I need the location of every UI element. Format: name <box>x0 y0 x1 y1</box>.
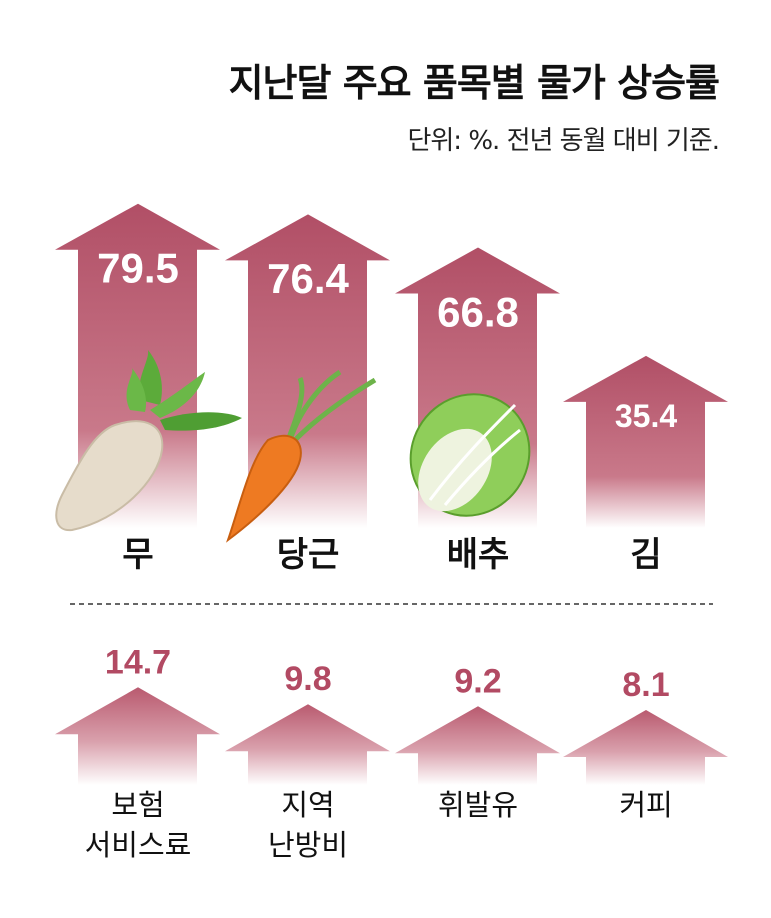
category-label: 배추 <box>447 535 510 575</box>
category-label: 난방비 <box>268 828 348 862</box>
category-label: 서비스료 <box>85 828 192 862</box>
cabbage-illustration <box>409 393 531 517</box>
bar-arrow <box>55 687 220 785</box>
carrot-illustration <box>226 369 377 543</box>
category-label: 보험 <box>111 788 164 822</box>
bar-arrow <box>563 355 728 528</box>
data-label: 9.2 <box>454 662 501 700</box>
data-label: 35.4 <box>615 398 677 434</box>
category-label: 무 <box>122 535 153 575</box>
category-label: 김 <box>630 535 661 575</box>
vegetable-illustrations <box>55 350 531 543</box>
category-label: 당근 <box>277 535 340 575</box>
data-label: 76.4 <box>267 255 349 302</box>
data-label: 79.5 <box>97 244 179 291</box>
category-label: 지역 <box>281 788 334 822</box>
chart-subtitle: 단위: %. 전년 동월 대비 기준. <box>407 126 720 156</box>
radish-illustration <box>55 350 242 532</box>
chart-title: 지난달 주요 품목별 물가 상승률 <box>228 61 720 105</box>
bar-arrow <box>225 704 390 785</box>
category-label: 휘발유 <box>438 788 518 822</box>
data-label: 8.1 <box>622 666 669 704</box>
bar-arrow <box>395 706 560 785</box>
data-label: 9.8 <box>284 660 331 698</box>
data-label: 66.8 <box>437 288 519 335</box>
category-label: 커피 <box>619 788 672 822</box>
bar-arrow <box>563 710 728 785</box>
data-label: 14.7 <box>105 643 171 681</box>
